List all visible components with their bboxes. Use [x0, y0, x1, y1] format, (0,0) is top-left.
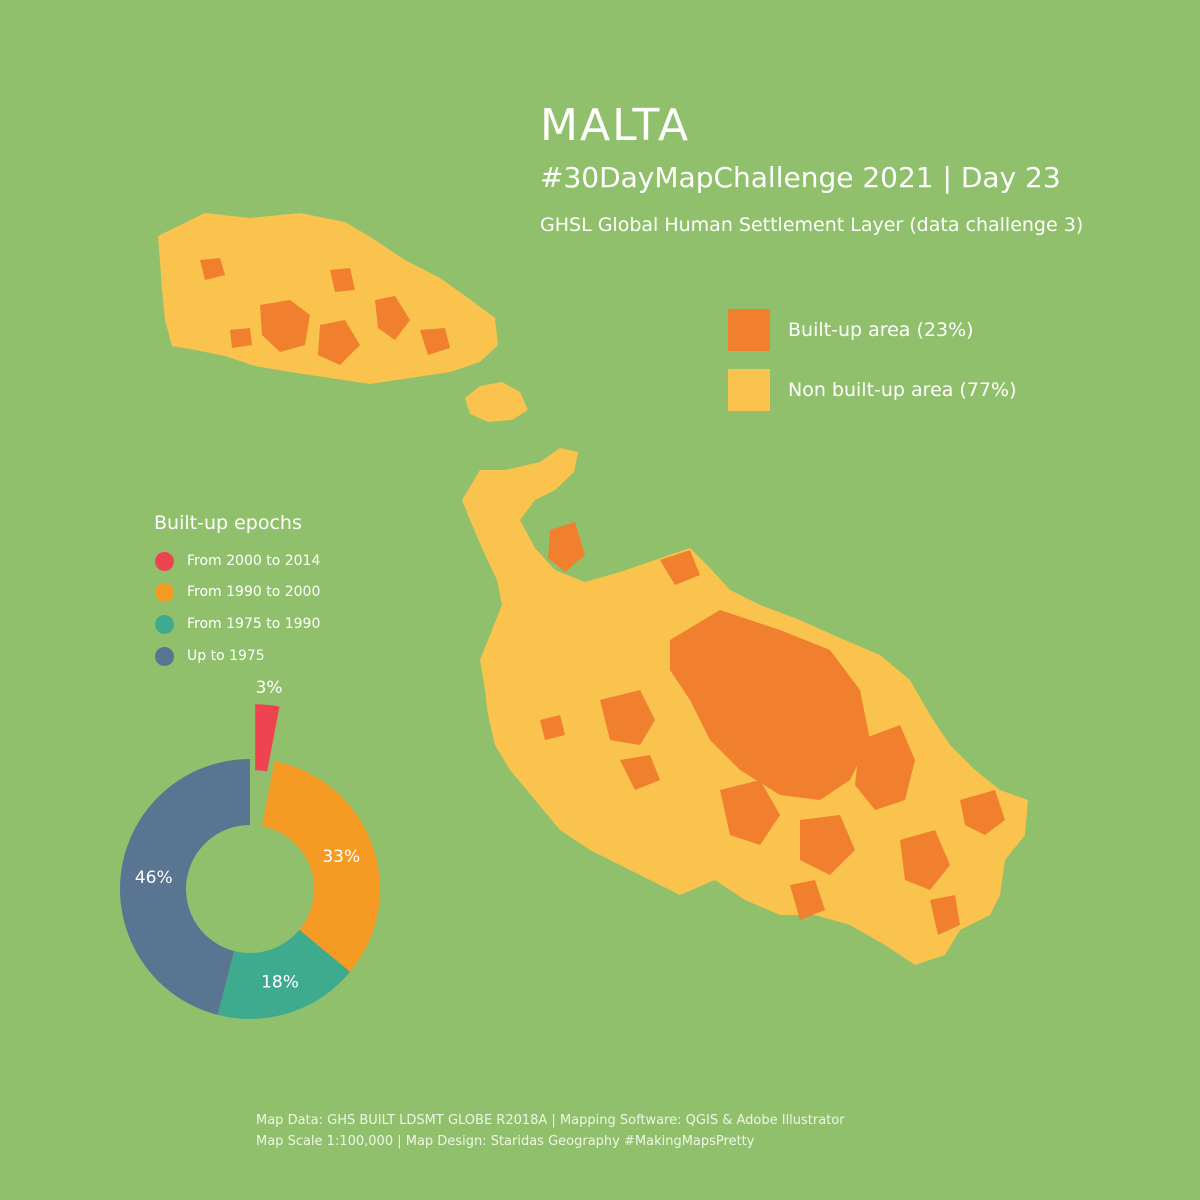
donut-slice-0 [255, 704, 280, 772]
donut-slice-1 [261, 761, 380, 972]
legend-label-non-built-up: Non built-up area (77%) [788, 379, 1017, 401]
donut-label-2: 18% [261, 972, 299, 992]
epoch-item-1975-1990: From 1975 to 1990 [155, 614, 320, 634]
legend-swatch-non-built-up [728, 369, 770, 411]
epoch-dot [155, 551, 174, 571]
legend-non-built-up: Non built-up area (77%) [728, 369, 1017, 411]
subtitle: #30DayMapChallenge 2021 | Day 23 [540, 161, 1061, 194]
epoch-item-1990-2000: From 1990 to 2000 [155, 582, 320, 602]
donut-label-3: 46% [135, 868, 173, 888]
epoch-label: From 1975 to 1990 [187, 616, 321, 632]
donut-label-0: 3% [256, 678, 283, 698]
epochs-title: Built-up epochs [154, 512, 302, 534]
built-up-patches [200, 258, 1005, 935]
epoch-item-2000-2014: From 2000 to 2014 [155, 551, 320, 571]
epoch-dot [155, 582, 174, 602]
footer-line-1: Map Data: GHS BUILT LDSMT GLOBE R2018A |… [256, 1113, 845, 1128]
legend-label-built-up: Built-up area (23%) [788, 319, 974, 341]
donut-slice-3 [119, 759, 250, 1015]
page-title: MALTA [540, 100, 691, 151]
epoch-label: From 2000 to 2014 [187, 553, 321, 569]
footer-line-2: Map Scale 1:100,000 | Map Design: Starid… [256, 1134, 755, 1149]
donut-slice-2 [217, 929, 351, 1019]
subtitle-dataset: GHSL Global Human Settlement Layer (data… [540, 214, 1084, 236]
legend-built-up: Built-up area (23%) [728, 309, 974, 351]
legend-swatch-built-up [728, 309, 770, 351]
donut-label-1: 33% [322, 847, 360, 867]
epoch-label: Up to 1975 [187, 648, 265, 664]
footer: Map Data: GHS BUILT LDSMT GLOBE R2018A |… [256, 1110, 845, 1152]
epoch-label: From 1990 to 2000 [187, 584, 321, 600]
epoch-item-up-to-1975: Up to 1975 [155, 646, 265, 666]
epoch-dot [155, 646, 174, 666]
epoch-dot [155, 614, 174, 634]
island-comino [465, 382, 528, 422]
